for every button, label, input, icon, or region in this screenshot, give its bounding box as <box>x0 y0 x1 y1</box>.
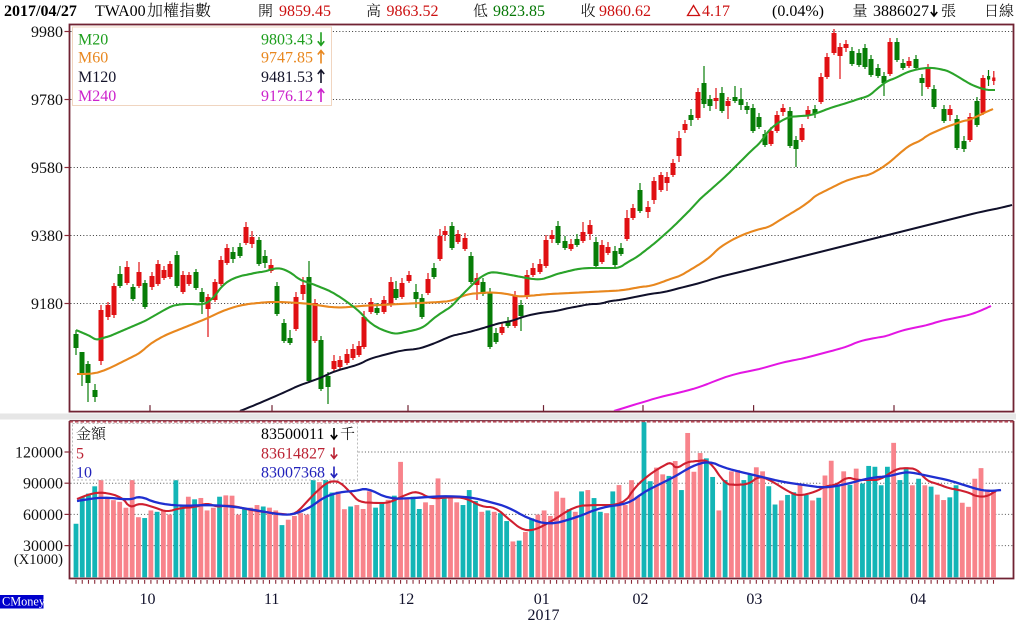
svg-text:03: 03 <box>746 591 762 608</box>
svg-text:60000: 60000 <box>23 507 63 524</box>
svg-text:5: 5 <box>76 446 84 463</box>
svg-text:83007368: 83007368 <box>261 465 325 482</box>
svg-text:30000: 30000 <box>23 538 63 555</box>
svg-text:83500011: 83500011 <box>261 426 324 443</box>
svg-text:9481.53: 9481.53 <box>261 69 313 86</box>
svg-text:90000: 90000 <box>23 476 63 493</box>
svg-text:CMoney: CMoney <box>2 595 46 609</box>
svg-text:11: 11 <box>264 591 279 608</box>
svg-text:9580: 9580 <box>31 160 63 177</box>
svg-text:2017/04/27: 2017/04/27 <box>4 3 77 20</box>
svg-text:TWA00: TWA00 <box>95 3 146 20</box>
svg-text:9859.45: 9859.45 <box>279 3 331 20</box>
svg-text:2017: 2017 <box>528 607 560 623</box>
svg-text:M60: M60 <box>78 50 108 67</box>
svg-text:10: 10 <box>140 591 156 608</box>
svg-text:9863.52: 9863.52 <box>387 3 439 20</box>
svg-text:10: 10 <box>76 465 92 482</box>
svg-text:M120: M120 <box>78 69 116 86</box>
svg-text:01: 01 <box>534 591 550 608</box>
svg-text:M20: M20 <box>78 31 108 48</box>
svg-text:9860.62: 9860.62 <box>599 3 651 20</box>
svg-text:12: 12 <box>398 591 414 608</box>
svg-text:02: 02 <box>633 591 649 608</box>
svg-text:9380: 9380 <box>31 228 63 245</box>
svg-text:9747.85: 9747.85 <box>261 50 313 67</box>
svg-text:83614827: 83614827 <box>261 446 325 463</box>
svg-text:(0.04%): (0.04%) <box>772 3 824 20</box>
svg-text:M240: M240 <box>78 88 116 105</box>
svg-text:9780: 9780 <box>31 92 63 109</box>
svg-text:120000: 120000 <box>15 445 63 462</box>
svg-text:9980: 9980 <box>31 24 63 41</box>
svg-text:4.17: 4.17 <box>702 3 730 20</box>
svg-text:9180: 9180 <box>31 296 63 313</box>
svg-text:9803.43: 9803.43 <box>261 31 313 48</box>
svg-text:9176.12: 9176.12 <box>261 88 313 105</box>
svg-text:3886027: 3886027 <box>873 3 929 20</box>
svg-text:9823.85: 9823.85 <box>493 3 545 20</box>
svg-text:04: 04 <box>910 591 926 608</box>
svg-text:(X1000): (X1000) <box>14 552 63 568</box>
